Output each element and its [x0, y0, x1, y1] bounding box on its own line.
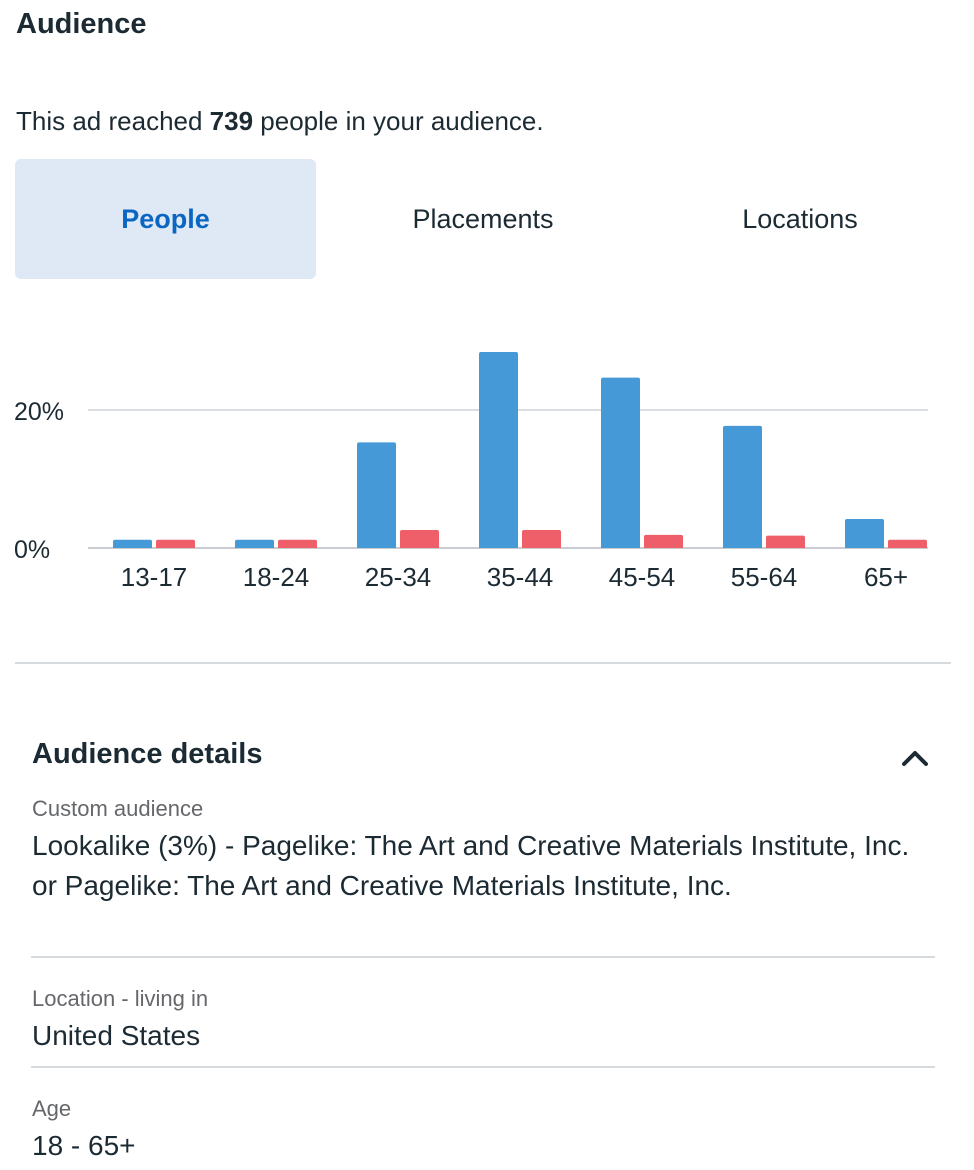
y-tick-label: 0% — [14, 536, 50, 564]
row-divider — [31, 956, 935, 958]
bar — [644, 534, 683, 548]
bar — [723, 425, 762, 548]
bar — [766, 535, 805, 548]
audience-details-title: Audience details — [32, 738, 263, 770]
custom-audience-label: Custom audience — [32, 796, 204, 821]
reach-suffix: people in your audience. — [253, 106, 544, 136]
x-tick-label: 35-44 — [487, 562, 554, 592]
location-label: Location - living in — [32, 986, 209, 1011]
bar — [522, 530, 561, 548]
x-tick-label: 25-34 — [365, 562, 432, 592]
chevron-up-icon[interactable] — [898, 742, 932, 772]
audience-tabs: People Placements Locations — [15, 159, 965, 279]
bar — [357, 442, 396, 548]
bar — [888, 539, 927, 548]
y-tick-label: 20% — [14, 398, 64, 426]
bar — [278, 539, 317, 548]
age-distribution-chart: 0% 20% 13-17 18-24 25-34 35-44 45-54 55-64 65+ — [14, 352, 928, 592]
section-divider — [15, 662, 951, 664]
x-tick-label: 55-64 — [731, 562, 798, 592]
bar — [479, 352, 518, 548]
x-tick-label: 65+ — [864, 562, 908, 592]
age-label: Age — [32, 1096, 72, 1121]
reach-summary: This ad reached 739 people in your audie… — [16, 106, 544, 137]
page-title: Audience — [16, 8, 147, 40]
bar — [113, 539, 152, 548]
location-value: United States — [32, 1020, 201, 1051]
bar — [156, 539, 195, 548]
reach-count: 739 — [209, 106, 254, 136]
tab-placements[interactable]: Placements — [412, 203, 554, 234]
bar — [235, 539, 274, 548]
tab-locations[interactable]: Locations — [742, 203, 858, 234]
age-value: 18 - 65+ — [32, 1130, 136, 1161]
bar — [845, 519, 884, 548]
bar — [601, 377, 640, 548]
bar — [400, 530, 439, 548]
x-tick-label: 18-24 — [243, 562, 310, 592]
reach-prefix: This ad reached — [16, 106, 210, 136]
x-tick-label: 13-17 — [121, 562, 188, 592]
tab-people[interactable]: People — [15, 159, 316, 279]
x-tick-label: 45-54 — [609, 562, 676, 592]
row-divider — [31, 1066, 935, 1068]
custom-audience-value: Lookalike (3%) - Pagelike: The Art and C… — [32, 830, 910, 901]
